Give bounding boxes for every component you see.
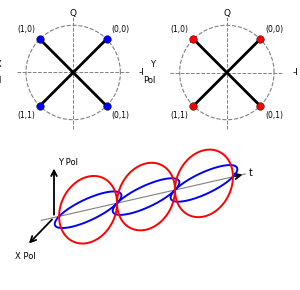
Text: X: X [0, 60, 2, 69]
Text: (1,1): (1,1) [171, 111, 189, 120]
Text: (0,1): (0,1) [111, 111, 129, 120]
Text: (0,0): (0,0) [265, 25, 283, 34]
Text: Q: Q [70, 9, 77, 18]
Text: (1,0): (1,0) [171, 25, 189, 34]
Text: (1,1): (1,1) [17, 111, 35, 120]
Text: Pol: Pol [143, 76, 155, 85]
Text: t: t [249, 168, 253, 178]
Text: (0,0): (0,0) [111, 25, 129, 34]
Text: Pol: Pol [0, 76, 2, 85]
Text: (1,0): (1,0) [17, 25, 35, 34]
Text: -I: -I [139, 68, 145, 77]
Text: (0,1): (0,1) [265, 111, 283, 120]
Text: Y Pol: Y Pol [58, 158, 79, 167]
Text: X Pol: X Pol [15, 252, 36, 261]
Text: -I: -I [293, 68, 298, 77]
Text: Q: Q [223, 9, 230, 18]
Text: Y: Y [150, 60, 155, 69]
